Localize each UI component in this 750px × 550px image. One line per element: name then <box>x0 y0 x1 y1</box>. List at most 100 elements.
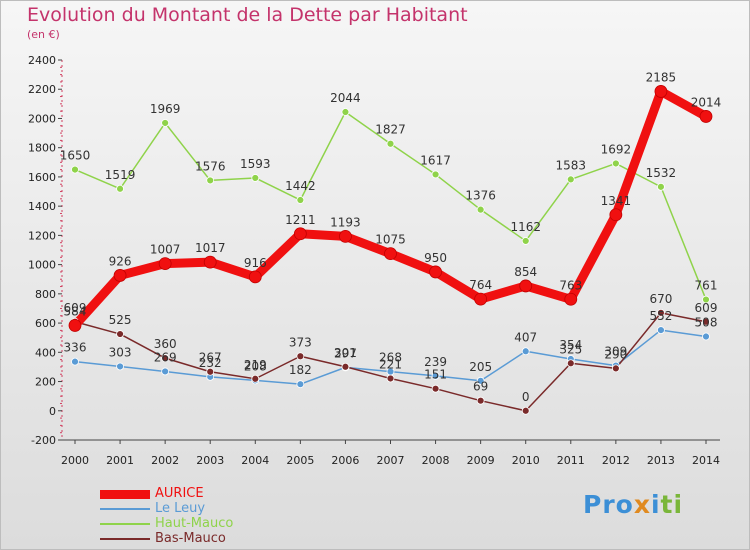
data-point-bas-mauco <box>341 362 350 371</box>
data-label-le-leuy: 208 <box>244 359 267 373</box>
x-tick-label: 2012 <box>602 454 630 467</box>
legend-label: Haut-Mauco <box>155 516 234 531</box>
data-point-bas-mauco <box>161 354 170 363</box>
legend-swatch <box>100 523 150 525</box>
data-point-bas-mauco <box>116 330 124 338</box>
chart-unit: (en €) <box>27 28 60 41</box>
data-label-le-leuy: 508 <box>695 316 718 330</box>
data-label-haut-mauco: 1376 <box>465 189 496 203</box>
data-label-haut-mauco: 761 <box>695 279 718 293</box>
legend-swatch <box>100 508 150 510</box>
data-label-le-leuy: 182 <box>289 363 312 377</box>
data-point-bas-mauco <box>386 374 395 383</box>
data-point-le-leuy <box>476 376 485 385</box>
x-tick-label: 2000 <box>61 454 89 467</box>
data-point-aurice <box>564 292 578 306</box>
data-label-bas-mauco: 69 <box>473 380 488 394</box>
data-label-aurice: 763 <box>559 278 582 292</box>
data-label-haut-mauco: 1827 <box>375 123 406 137</box>
data-label-le-leuy: 407 <box>514 330 537 344</box>
data-point-aurice <box>384 247 397 261</box>
data-label-haut-mauco: 1593 <box>240 157 271 171</box>
data-point-le-leuy <box>702 332 710 341</box>
y-tick-label: 400 <box>35 346 56 359</box>
data-label-aurice: 1211 <box>285 213 316 227</box>
data-point-haut-mauco <box>566 175 575 184</box>
data-label-bas-mauco: 525 <box>109 313 132 327</box>
data-point-aurice <box>203 255 217 269</box>
data-label-aurice: 2185 <box>646 70 677 84</box>
data-point-le-leuy <box>161 367 170 376</box>
data-point-aurice <box>474 292 488 306</box>
data-label-le-leuy: 336 <box>64 341 87 355</box>
data-label-aurice: 764 <box>469 278 492 292</box>
data-label-bas-mauco: 373 <box>289 335 312 349</box>
y-tick-label: 600 <box>35 317 56 330</box>
y-tick-label: -200 <box>31 434 56 447</box>
data-point-haut-mauco <box>206 176 215 185</box>
data-point-haut-mauco <box>521 237 530 245</box>
y-tick-label: 2000 <box>28 112 56 125</box>
data-label-bas-mauco: 609 <box>64 301 87 315</box>
data-point-aurice <box>248 270 262 284</box>
data-label-haut-mauco: 2044 <box>330 91 361 105</box>
data-point-haut-mauco <box>611 159 620 168</box>
data-label-bas-mauco: 290 <box>604 347 627 361</box>
data-point-le-leuy <box>296 380 305 389</box>
data-label-le-leuy: 354 <box>559 338 582 352</box>
data-label-bas-mauco: 670 <box>649 292 672 306</box>
x-tick-label: 2007 <box>377 454 405 467</box>
data-label-haut-mauco: 1442 <box>285 179 316 193</box>
y-tick-label: 1600 <box>28 171 56 184</box>
legend-label: AURICE <box>155 486 204 501</box>
y-tick-label: 2400 <box>28 54 56 67</box>
data-label-haut-mauco: 1576 <box>195 159 226 173</box>
data-point-aurice <box>519 279 533 293</box>
data-label-le-leuy: 552 <box>649 309 672 323</box>
x-tick-label: 2008 <box>422 454 450 467</box>
data-point-le-leuy <box>71 357 79 366</box>
y-tick-label: 800 <box>35 288 56 301</box>
data-label-aurice: 1341 <box>601 194 632 208</box>
data-label-aurice: 926 <box>109 254 132 268</box>
data-point-haut-mauco <box>251 174 260 182</box>
data-point-bas-mauco <box>296 352 305 361</box>
x-tick-label: 2003 <box>196 454 224 467</box>
y-tick-label: 1200 <box>28 229 56 242</box>
legend-swatch <box>100 538 150 540</box>
data-label-haut-mauco: 1969 <box>150 102 181 116</box>
data-point-haut-mauco <box>71 165 79 174</box>
data-point-bas-mauco <box>657 308 665 317</box>
data-label-bas-mauco: 609 <box>695 301 718 315</box>
legend-label: Le Leuy <box>155 501 206 516</box>
legend-swatch <box>100 489 150 499</box>
data-label-aurice: 950 <box>424 251 447 265</box>
data-label-aurice: 1193 <box>330 215 361 229</box>
data-point-le-leuy <box>431 371 440 380</box>
data-point-bas-mauco <box>251 374 260 383</box>
data-point-aurice <box>158 257 172 270</box>
data-label-haut-mauco: 1650 <box>60 149 91 163</box>
chart-title: Evolution du Montant de la Dette par Hab… <box>27 4 468 26</box>
data-point-bas-mauco <box>566 359 575 368</box>
data-point-bas-mauco <box>521 406 530 415</box>
data-point-haut-mauco <box>657 182 665 191</box>
data-label-haut-mauco: 1692 <box>601 142 632 156</box>
data-label-le-leuy: 269 <box>154 350 177 364</box>
data-label-bas-mauco: 219 <box>244 358 267 372</box>
data-label-le-leuy: 309 <box>604 345 627 359</box>
data-label-haut-mauco: 1532 <box>646 166 677 180</box>
proxiti-logo: Proxiti <box>583 490 684 519</box>
data-label-haut-mauco: 1617 <box>420 153 451 167</box>
data-point-aurice <box>429 265 442 279</box>
x-tick-label: 2004 <box>241 454 269 467</box>
data-point-bas-mauco <box>702 317 710 326</box>
data-label-le-leuy: 268 <box>379 351 402 365</box>
data-point-le-leuy <box>521 347 530 356</box>
data-point-le-leuy <box>116 362 124 371</box>
data-label-le-leuy: 232 <box>199 356 222 370</box>
data-label-aurice: 2014 <box>691 95 722 109</box>
data-label-haut-mauco: 1162 <box>510 220 541 234</box>
data-point-aurice <box>654 85 668 98</box>
